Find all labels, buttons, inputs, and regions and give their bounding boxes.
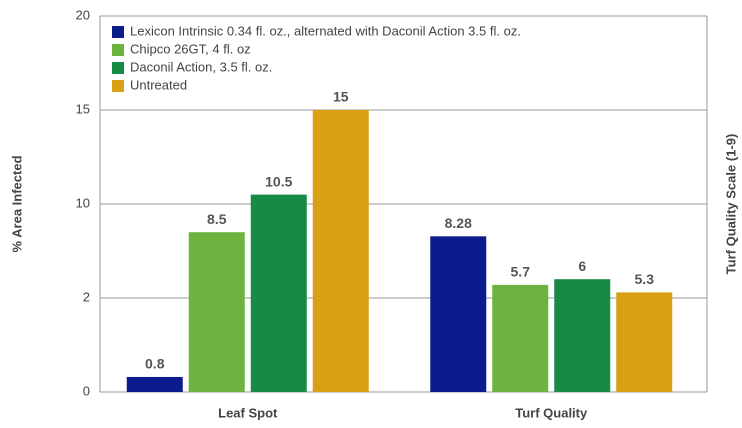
data-label: 5.7	[511, 264, 531, 280]
data-label: 15	[333, 89, 349, 105]
data-label: 6	[578, 258, 586, 274]
data-label: 8.28	[445, 215, 472, 231]
data-label: 8.5	[207, 211, 227, 227]
data-label: 0.8	[145, 356, 165, 372]
legend-swatch	[112, 26, 124, 38]
legend-swatch	[112, 62, 124, 74]
y-tick-label: 10	[76, 195, 90, 210]
y-tick-label: 2	[83, 289, 90, 304]
y-axis-label: % Area Infected	[9, 155, 24, 252]
data-label: 5.3	[635, 271, 655, 287]
y-tick-label: 15	[76, 101, 90, 116]
x-tick-label: Leaf Spot	[218, 405, 278, 420]
legend-label: Untreated	[130, 77, 187, 92]
y-tick-label: 20	[76, 7, 90, 22]
bar	[188, 232, 245, 392]
bar	[430, 236, 487, 392]
bar	[250, 194, 307, 392]
x-tick-label: Turf Quality	[515, 405, 588, 420]
bar	[312, 110, 369, 392]
y2-axis-label: Turf Quality Scale (1-9)	[723, 134, 738, 275]
data-label: 10.5	[265, 173, 292, 189]
legend-label: Chipco 26GT, 4 fl. oz	[130, 41, 251, 56]
bar	[126, 376, 183, 392]
bar	[554, 279, 611, 392]
legend-label: Lexicon Intrinsic 0.34 fl. oz., alternat…	[130, 23, 521, 38]
legend-swatch	[112, 44, 124, 56]
bar	[492, 284, 549, 392]
legend-label: Daconil Action, 3.5 fl. oz.	[130, 59, 272, 74]
y-tick-label: 0	[83, 383, 90, 398]
legend-swatch	[112, 80, 124, 92]
bar	[616, 292, 673, 392]
